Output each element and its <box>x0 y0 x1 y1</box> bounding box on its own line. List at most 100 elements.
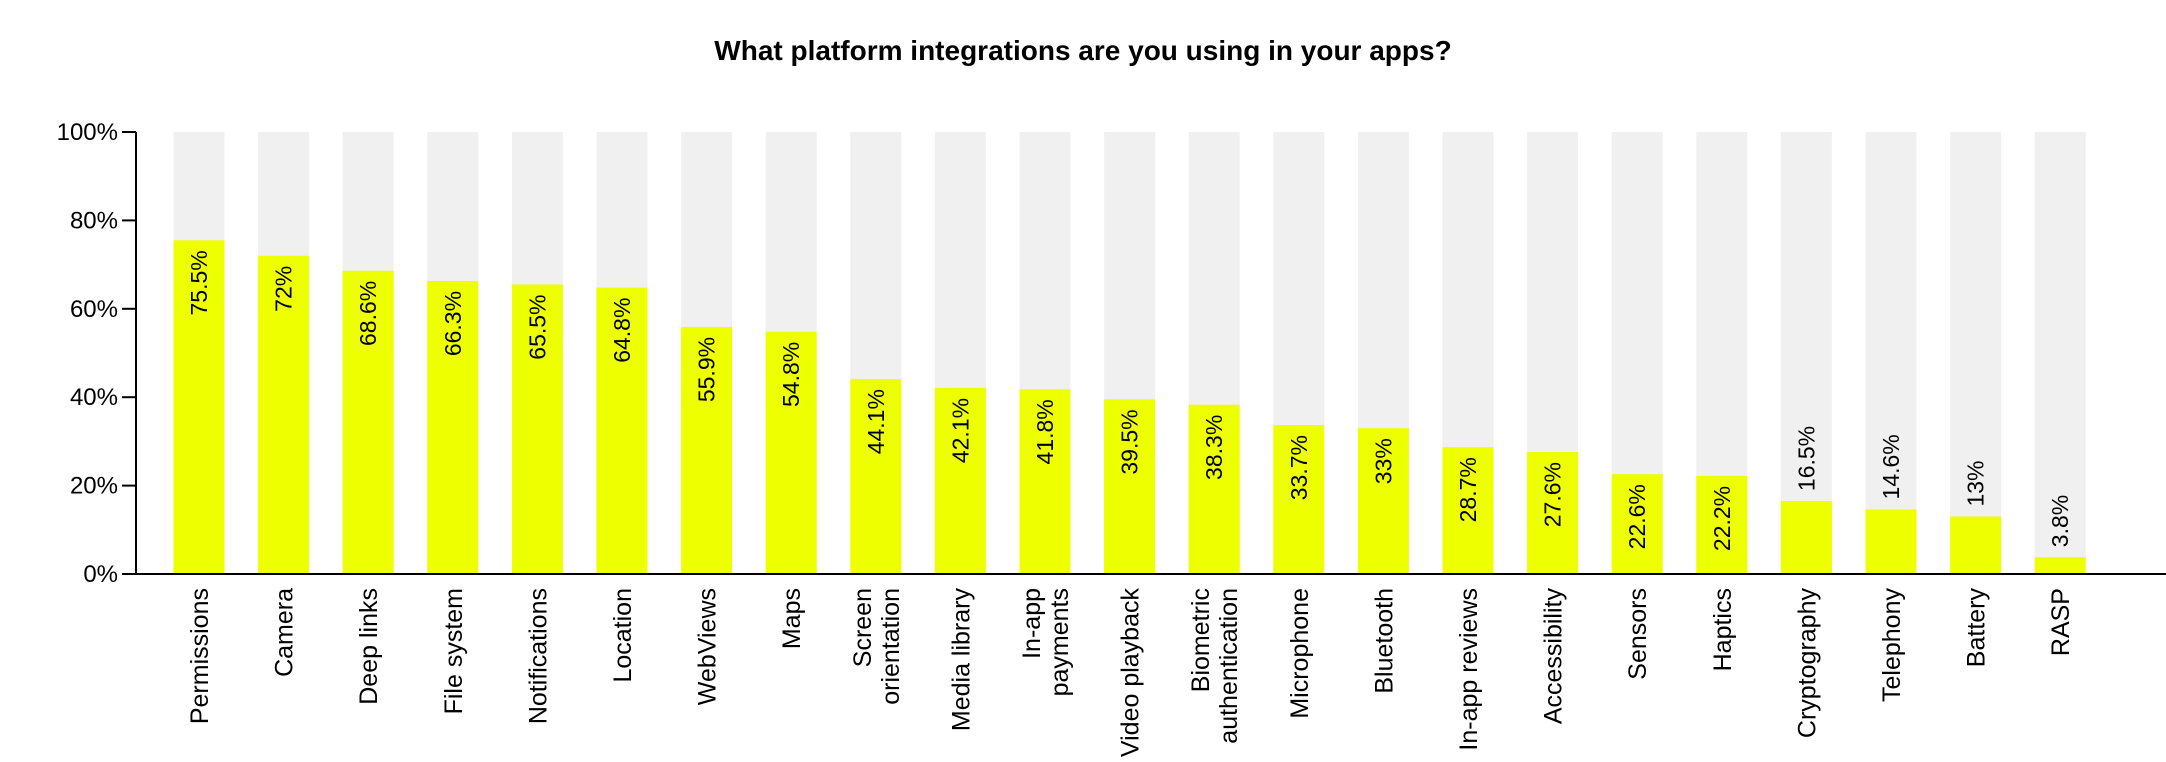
data-label: 75.5% <box>186 250 212 315</box>
bar <box>511 284 563 574</box>
category-label: Notifications <box>524 588 552 724</box>
bar <box>1188 404 1240 574</box>
category-label: In-apppayments <box>1018 588 1074 696</box>
data-label: 27.6% <box>1540 462 1566 527</box>
data-label: 42.1% <box>947 398 973 463</box>
category-label: Haptics <box>1709 588 1737 671</box>
category-label-line: In-app reviews <box>1455 588 1483 751</box>
category-label: Microphone <box>1286 588 1314 719</box>
bar <box>427 280 479 574</box>
bar <box>850 379 902 574</box>
bar <box>1273 425 1325 574</box>
bar <box>173 240 225 575</box>
y-tick-label: 60% <box>70 296 118 323</box>
bar <box>765 331 817 574</box>
data-label: 38.3% <box>1201 415 1227 480</box>
bar <box>1442 447 1494 574</box>
data-label: 65.5% <box>524 294 550 359</box>
category-label-line: Microphone <box>1286 588 1314 719</box>
background-bar <box>1865 132 1917 574</box>
data-label: 54.8% <box>778 342 804 407</box>
y-tick-label: 100% <box>57 119 118 146</box>
bar <box>1527 452 1579 574</box>
data-label: 22.2% <box>1709 486 1735 551</box>
category-label: Bluetooth <box>1370 588 1398 694</box>
data-label: 72% <box>271 266 297 312</box>
category-label-line: Telephony <box>1878 588 1906 702</box>
y-axis: 0% 20% 40% 60% 80% 100% <box>57 119 137 588</box>
bar <box>681 326 733 574</box>
category-label: WebViews <box>694 588 722 705</box>
category-label-line: Sensors <box>1624 588 1652 680</box>
data-label: 33% <box>1370 438 1396 484</box>
category-label-line: authentication <box>1215 588 1243 744</box>
data-labels: 75.5% 72% 68.6% 66.3% 65.5% 64.8% 55.9% 54.8% 44… <box>186 250 2073 551</box>
category-label-line: Cryptography <box>1793 588 1821 739</box>
category-label: Deep links <box>355 588 383 705</box>
category-label-line: Accessibility <box>1540 588 1568 725</box>
category-label: Permissions <box>186 588 214 724</box>
category-label-line: Video playback <box>1117 588 1145 758</box>
bar <box>1357 428 1409 574</box>
data-label: 66.3% <box>440 291 466 356</box>
background-bar <box>2034 132 2086 574</box>
bar <box>1104 399 1156 574</box>
category-label: Location <box>609 588 637 683</box>
bar <box>1611 474 1663 574</box>
data-label: 13% <box>1963 460 1989 506</box>
category-label-line: RASP <box>2047 588 2075 656</box>
bars <box>173 240 2086 575</box>
y-tick-label: 20% <box>70 473 118 500</box>
background-bar <box>1950 132 2002 574</box>
category-label-line: Haptics <box>1709 588 1737 671</box>
data-label: 33.7% <box>1286 435 1312 500</box>
category-label: Maps <box>778 588 806 649</box>
bar <box>1696 475 1748 574</box>
category-label-line: Maps <box>778 588 806 649</box>
category-label: Accessibility <box>1540 588 1568 725</box>
category-label: Telephony <box>1878 588 1906 702</box>
data-label: 22.6% <box>1624 484 1650 549</box>
category-label-line: Notifications <box>524 588 552 724</box>
category-label: Biometricauthentication <box>1187 588 1243 744</box>
bar <box>1780 501 1832 574</box>
bar <box>1019 389 1071 574</box>
data-label: 3.8% <box>2047 495 2073 547</box>
category-label-line: Location <box>609 588 637 683</box>
data-label: 68.6% <box>355 281 381 346</box>
data-label: 44.1% <box>863 389 889 454</box>
y-tick-label: 0% <box>83 561 118 588</box>
background-bar <box>1780 132 1832 574</box>
category-label: Media library <box>947 588 975 732</box>
data-label: 39.5% <box>1117 409 1143 474</box>
category-label: Screenorientation <box>849 588 905 705</box>
data-label: 14.6% <box>1878 434 1904 499</box>
category-label-line: payments <box>1046 588 1074 696</box>
category-label: In-app reviews <box>1455 588 1483 751</box>
bar <box>1950 516 2002 574</box>
bar <box>1865 509 1917 574</box>
chart-title: What platform integrations are you using… <box>714 35 1451 66</box>
category-label-line: Media library <box>947 588 975 732</box>
category-label: RASP <box>2047 588 2075 656</box>
bar <box>2034 557 2086 574</box>
data-label: 55.9% <box>694 337 720 402</box>
category-label-line: Deep links <box>355 588 383 705</box>
category-label-line: Battery <box>1963 588 1991 668</box>
category-label-line: Screen <box>849 588 877 667</box>
y-tick-label: 40% <box>70 384 118 411</box>
category-label-line: Biometric <box>1187 588 1215 692</box>
data-label: 16.5% <box>1793 426 1819 491</box>
category-label: Sensors <box>1624 588 1652 680</box>
category-label: Video playback <box>1117 588 1145 758</box>
category-label-line: WebViews <box>694 588 722 705</box>
category-label: Cryptography <box>1793 588 1821 739</box>
bar <box>258 255 310 574</box>
category-labels: Permissions Camera Deep links File system No… <box>186 588 2075 758</box>
data-label: 41.8% <box>1032 399 1058 464</box>
data-label: 64.8% <box>609 298 635 363</box>
category-label: File system <box>440 588 468 714</box>
category-label-line: orientation <box>877 588 905 705</box>
category-label: Camera <box>271 588 299 677</box>
